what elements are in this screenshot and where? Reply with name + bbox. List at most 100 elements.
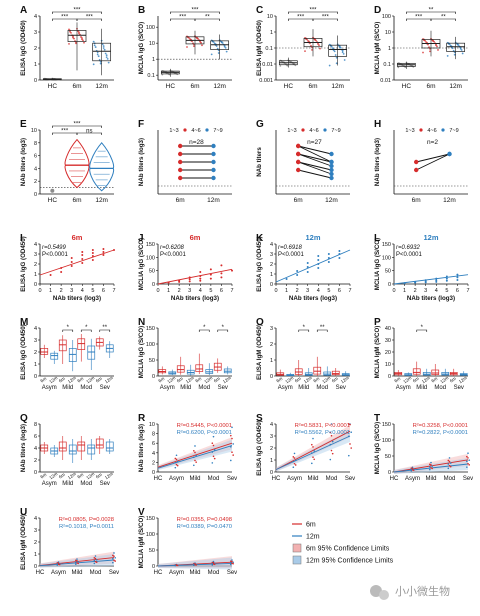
x-tick-label: 0 bbox=[156, 288, 159, 294]
data-point bbox=[466, 460, 468, 463]
fit-line bbox=[275, 249, 351, 283]
data-point bbox=[178, 167, 183, 173]
sig-bracket bbox=[312, 18, 338, 21]
y-tick-label: 50 bbox=[149, 269, 155, 275]
data-point bbox=[448, 457, 451, 459]
x-tick-label: 3 bbox=[424, 288, 427, 294]
x-tick-label: 2 bbox=[60, 288, 63, 294]
y-tick-label: 1 bbox=[34, 62, 37, 68]
y-axis-label: NAb titers (log3) bbox=[20, 138, 27, 186]
data-point bbox=[212, 444, 215, 447]
legend: 6m 12m 6m 95% Confidence Limits 12m 95% Con… bbox=[292, 522, 394, 565]
x-tick-label: Mod bbox=[90, 570, 102, 576]
data-point bbox=[412, 468, 415, 470]
data-point bbox=[318, 44, 320, 47]
group-marker bbox=[301, 128, 305, 132]
x-sub-label: 12m bbox=[48, 471, 58, 480]
data-point bbox=[231, 437, 233, 440]
data-point bbox=[175, 454, 178, 457]
panel-letter: H bbox=[374, 119, 381, 130]
box bbox=[67, 30, 87, 42]
x-tick-label: Mild bbox=[189, 476, 200, 482]
x-tick-label: Asym bbox=[51, 570, 66, 576]
y-tick-label: 2 bbox=[34, 458, 37, 464]
stat-r2-6m: R²=0.3258, P<0.0001 bbox=[413, 423, 468, 429]
data-point bbox=[68, 42, 70, 45]
panel-letter: D bbox=[374, 5, 381, 16]
data-point bbox=[113, 555, 115, 558]
data-point bbox=[99, 62, 102, 65]
group-label: 1~3 bbox=[405, 128, 414, 134]
data-point bbox=[91, 249, 94, 251]
pair-line bbox=[416, 153, 450, 163]
y-tick-label: 0.1 bbox=[383, 62, 391, 68]
sig-bracket bbox=[99, 329, 111, 332]
data-point bbox=[232, 454, 234, 456]
y-axis-label: NAb titers (log3) bbox=[20, 424, 27, 472]
x-tick-label: 6m bbox=[72, 83, 81, 90]
data-point bbox=[213, 42, 216, 45]
legend-label: 6m bbox=[306, 522, 316, 529]
x-tick-label: 6m bbox=[412, 197, 421, 204]
y-tick-label: 8 bbox=[152, 432, 155, 438]
y-tick-label: 0 bbox=[34, 282, 37, 288]
data-point bbox=[174, 461, 177, 464]
data-point bbox=[410, 468, 413, 471]
data-point bbox=[292, 456, 295, 458]
y-tick-label: 0 bbox=[388, 374, 391, 380]
data-point bbox=[230, 561, 232, 564]
data-point bbox=[329, 175, 334, 181]
x-sub-label: 6m bbox=[95, 472, 103, 480]
sig-bracket bbox=[80, 329, 92, 332]
x-sub-label: 12m bbox=[104, 471, 114, 480]
y-tick-label: 50 bbox=[385, 454, 391, 460]
panel-letter: L bbox=[374, 233, 380, 244]
watermark: 小小微生物 bbox=[370, 584, 450, 600]
data-point bbox=[56, 564, 59, 566]
x-tick-label: Sev bbox=[100, 481, 110, 487]
data-point bbox=[101, 43, 104, 46]
data-point bbox=[212, 563, 215, 565]
y-axis-label: MCLIA IgG (S/CO) bbox=[374, 238, 381, 290]
data-point bbox=[220, 272, 223, 275]
panel-letter: C bbox=[256, 5, 263, 16]
data-point bbox=[194, 445, 196, 447]
data-point bbox=[329, 151, 334, 157]
x-tick-label: 5 bbox=[209, 288, 212, 294]
x-tick-label: HC bbox=[48, 197, 58, 204]
x-sub-label: 6m bbox=[157, 376, 165, 384]
y-tick-label: 0.1 bbox=[147, 73, 155, 79]
data-point bbox=[81, 262, 84, 264]
x-tick-label: 2 bbox=[296, 288, 299, 294]
y-tick-label: 10 bbox=[31, 128, 37, 134]
sig-mark: *** bbox=[86, 15, 94, 21]
data-point bbox=[195, 564, 197, 566]
y-tick-label: 1 bbox=[270, 458, 273, 464]
data-point bbox=[211, 462, 214, 464]
y-tick-label: 0 bbox=[152, 374, 155, 380]
data-point bbox=[430, 467, 432, 469]
y-axis-label: MCLIA IgG (S/CO) bbox=[138, 238, 145, 290]
data-point bbox=[70, 265, 73, 267]
data-point bbox=[311, 452, 313, 454]
x-tick-label: 12m bbox=[95, 197, 108, 204]
data-point bbox=[212, 561, 215, 564]
data-point bbox=[447, 459, 450, 462]
panel-c: C ELISA IgM (OD450) 0.001 0.01 0.1 1 10 HC 6m 12m… bbox=[256, 5, 350, 90]
y-tick-label: 1 bbox=[270, 272, 273, 278]
data-point bbox=[112, 557, 114, 560]
data-point bbox=[188, 280, 191, 283]
x-tick-label: Sev bbox=[227, 570, 237, 576]
x-tick-label: Asym bbox=[287, 476, 302, 482]
sig-bracket bbox=[76, 132, 102, 135]
data-point bbox=[313, 450, 316, 452]
data-point bbox=[195, 461, 197, 463]
data-point bbox=[328, 64, 331, 67]
group-marker bbox=[419, 128, 423, 132]
